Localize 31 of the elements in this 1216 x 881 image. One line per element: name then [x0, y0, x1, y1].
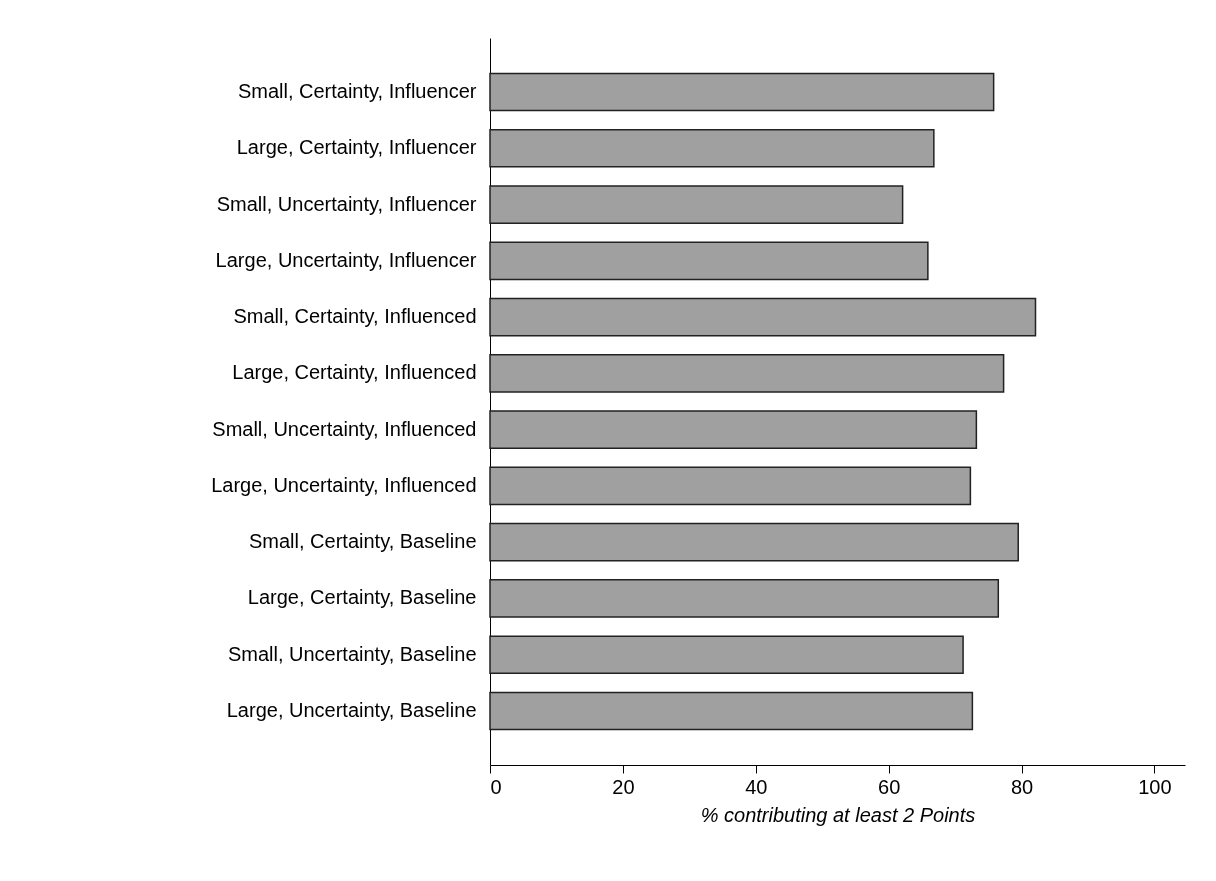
x-tick-label: 80	[1010, 775, 1034, 798]
x-tick-label: 40	[745, 775, 768, 798]
bar	[489, 635, 964, 675]
bar	[489, 579, 1000, 618]
y-tick-label: Small, Certainty, Influencer	[237, 80, 477, 103]
x-axis-title: % contributing at least 2 Points	[700, 803, 976, 826]
bar	[489, 466, 972, 506]
x-tick-label: 60	[878, 775, 901, 798]
y-tick-label: Large, Certainty, Baseline	[247, 586, 477, 609]
y-tick-label: Small, Certainty, Baseline	[249, 530, 477, 553]
bar	[489, 128, 935, 168]
bar	[489, 297, 1037, 337]
x-tick-label: 20	[612, 775, 635, 798]
y-tick-label: Large, Uncertainty, Baseline	[226, 698, 477, 721]
bar	[489, 354, 1005, 393]
bar	[489, 241, 929, 281]
bar	[489, 522, 1019, 562]
x-tick-label: 100	[1138, 775, 1172, 798]
y-tick-label: Large, Certainty, Influencer	[236, 136, 477, 159]
y-tick-label: Small, Uncertainty, Influencer	[216, 192, 477, 215]
bar	[489, 185, 904, 224]
y-tick-label: Small, Uncertainty, Baseline	[227, 642, 477, 665]
bar	[489, 72, 995, 112]
bar	[489, 410, 978, 449]
y-tick-label: Large, Uncertainty, Influenced	[211, 473, 477, 496]
y-tick-label: Small, Certainty, Influenced	[233, 305, 477, 328]
y-tick-label: Large, Certainty, Influenced	[232, 361, 477, 384]
y-tick-label: Small, Uncertainty, Influenced	[212, 417, 477, 440]
y-tick-label: Large, Uncertainty, Influencer	[215, 248, 477, 271]
x-tick-label: 0	[490, 775, 502, 798]
bar	[489, 691, 974, 731]
